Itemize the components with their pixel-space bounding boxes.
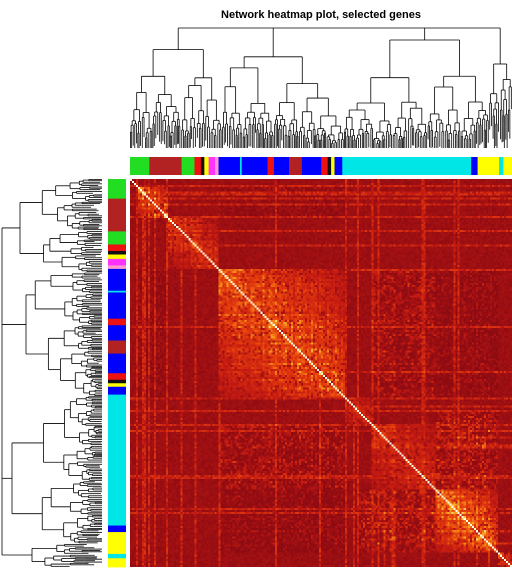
top-module-colorbar [130,157,512,175]
module-bar-black [200,157,205,175]
module-bar-blue [273,157,290,175]
module-bar-blue [301,157,322,175]
module-bar-yellow [108,254,126,260]
module-bar-magenta [108,258,126,266]
module-bar-blue [218,157,241,175]
module-bar-brown [108,198,126,232]
module-bar-blue [334,157,343,175]
module-bar-blue [108,525,126,533]
module-bar-red [321,157,329,175]
module-bar-yellow [477,157,500,175]
module-bar-turquoise [499,157,504,175]
module-bar-red [108,318,126,326]
module-bar-red [267,157,275,175]
module-bar-turquoise [108,290,126,293]
module-bar-blue [241,157,268,175]
module-bar-yellow [503,157,512,175]
module-bar-green [130,157,150,175]
module-bar-pink [108,265,126,270]
module-bar-blue [108,353,126,374]
module-bar-blue [471,157,479,175]
module-bar-blue [108,325,126,341]
heatmap-matrix [130,179,512,567]
module-bar-green [108,179,126,200]
module-bar-green [181,157,195,175]
module-bar-blue [108,268,126,292]
module-bar-black [327,157,332,175]
module-bar-black [108,251,126,255]
module-bar-yellow [204,157,210,175]
module-bar-blue [108,292,126,320]
module-bar-red [194,157,202,175]
chart-title: Network heatmap plot, selected genes [221,9,421,21]
module-bar-yellow [108,558,126,568]
module-bar-pink [215,157,219,175]
module-bar-blue [108,386,126,396]
module-bar-magenta [208,157,216,175]
module-bar-yellow [108,383,126,388]
module-bar-black [108,379,126,384]
left-module-colorbar [108,179,126,568]
module-bar-brown [149,157,182,175]
module-bar-red [108,373,126,381]
module-bar-turquoise [342,157,472,175]
module-bar-red [108,244,126,252]
module-bar-turquoise [108,553,126,559]
module-bar-turquoise [108,394,126,526]
module-bar-brown [108,340,126,354]
module-bar-yellow [331,157,335,175]
module-bar-green [108,231,126,245]
module-bar-turquoise [240,157,243,175]
module-bar-brown [288,157,303,175]
module-bar-yellow [108,532,126,555]
heatmap-image [130,179,512,567]
left-dendrogram [1,179,102,567]
top-dendrogram [130,27,512,148]
